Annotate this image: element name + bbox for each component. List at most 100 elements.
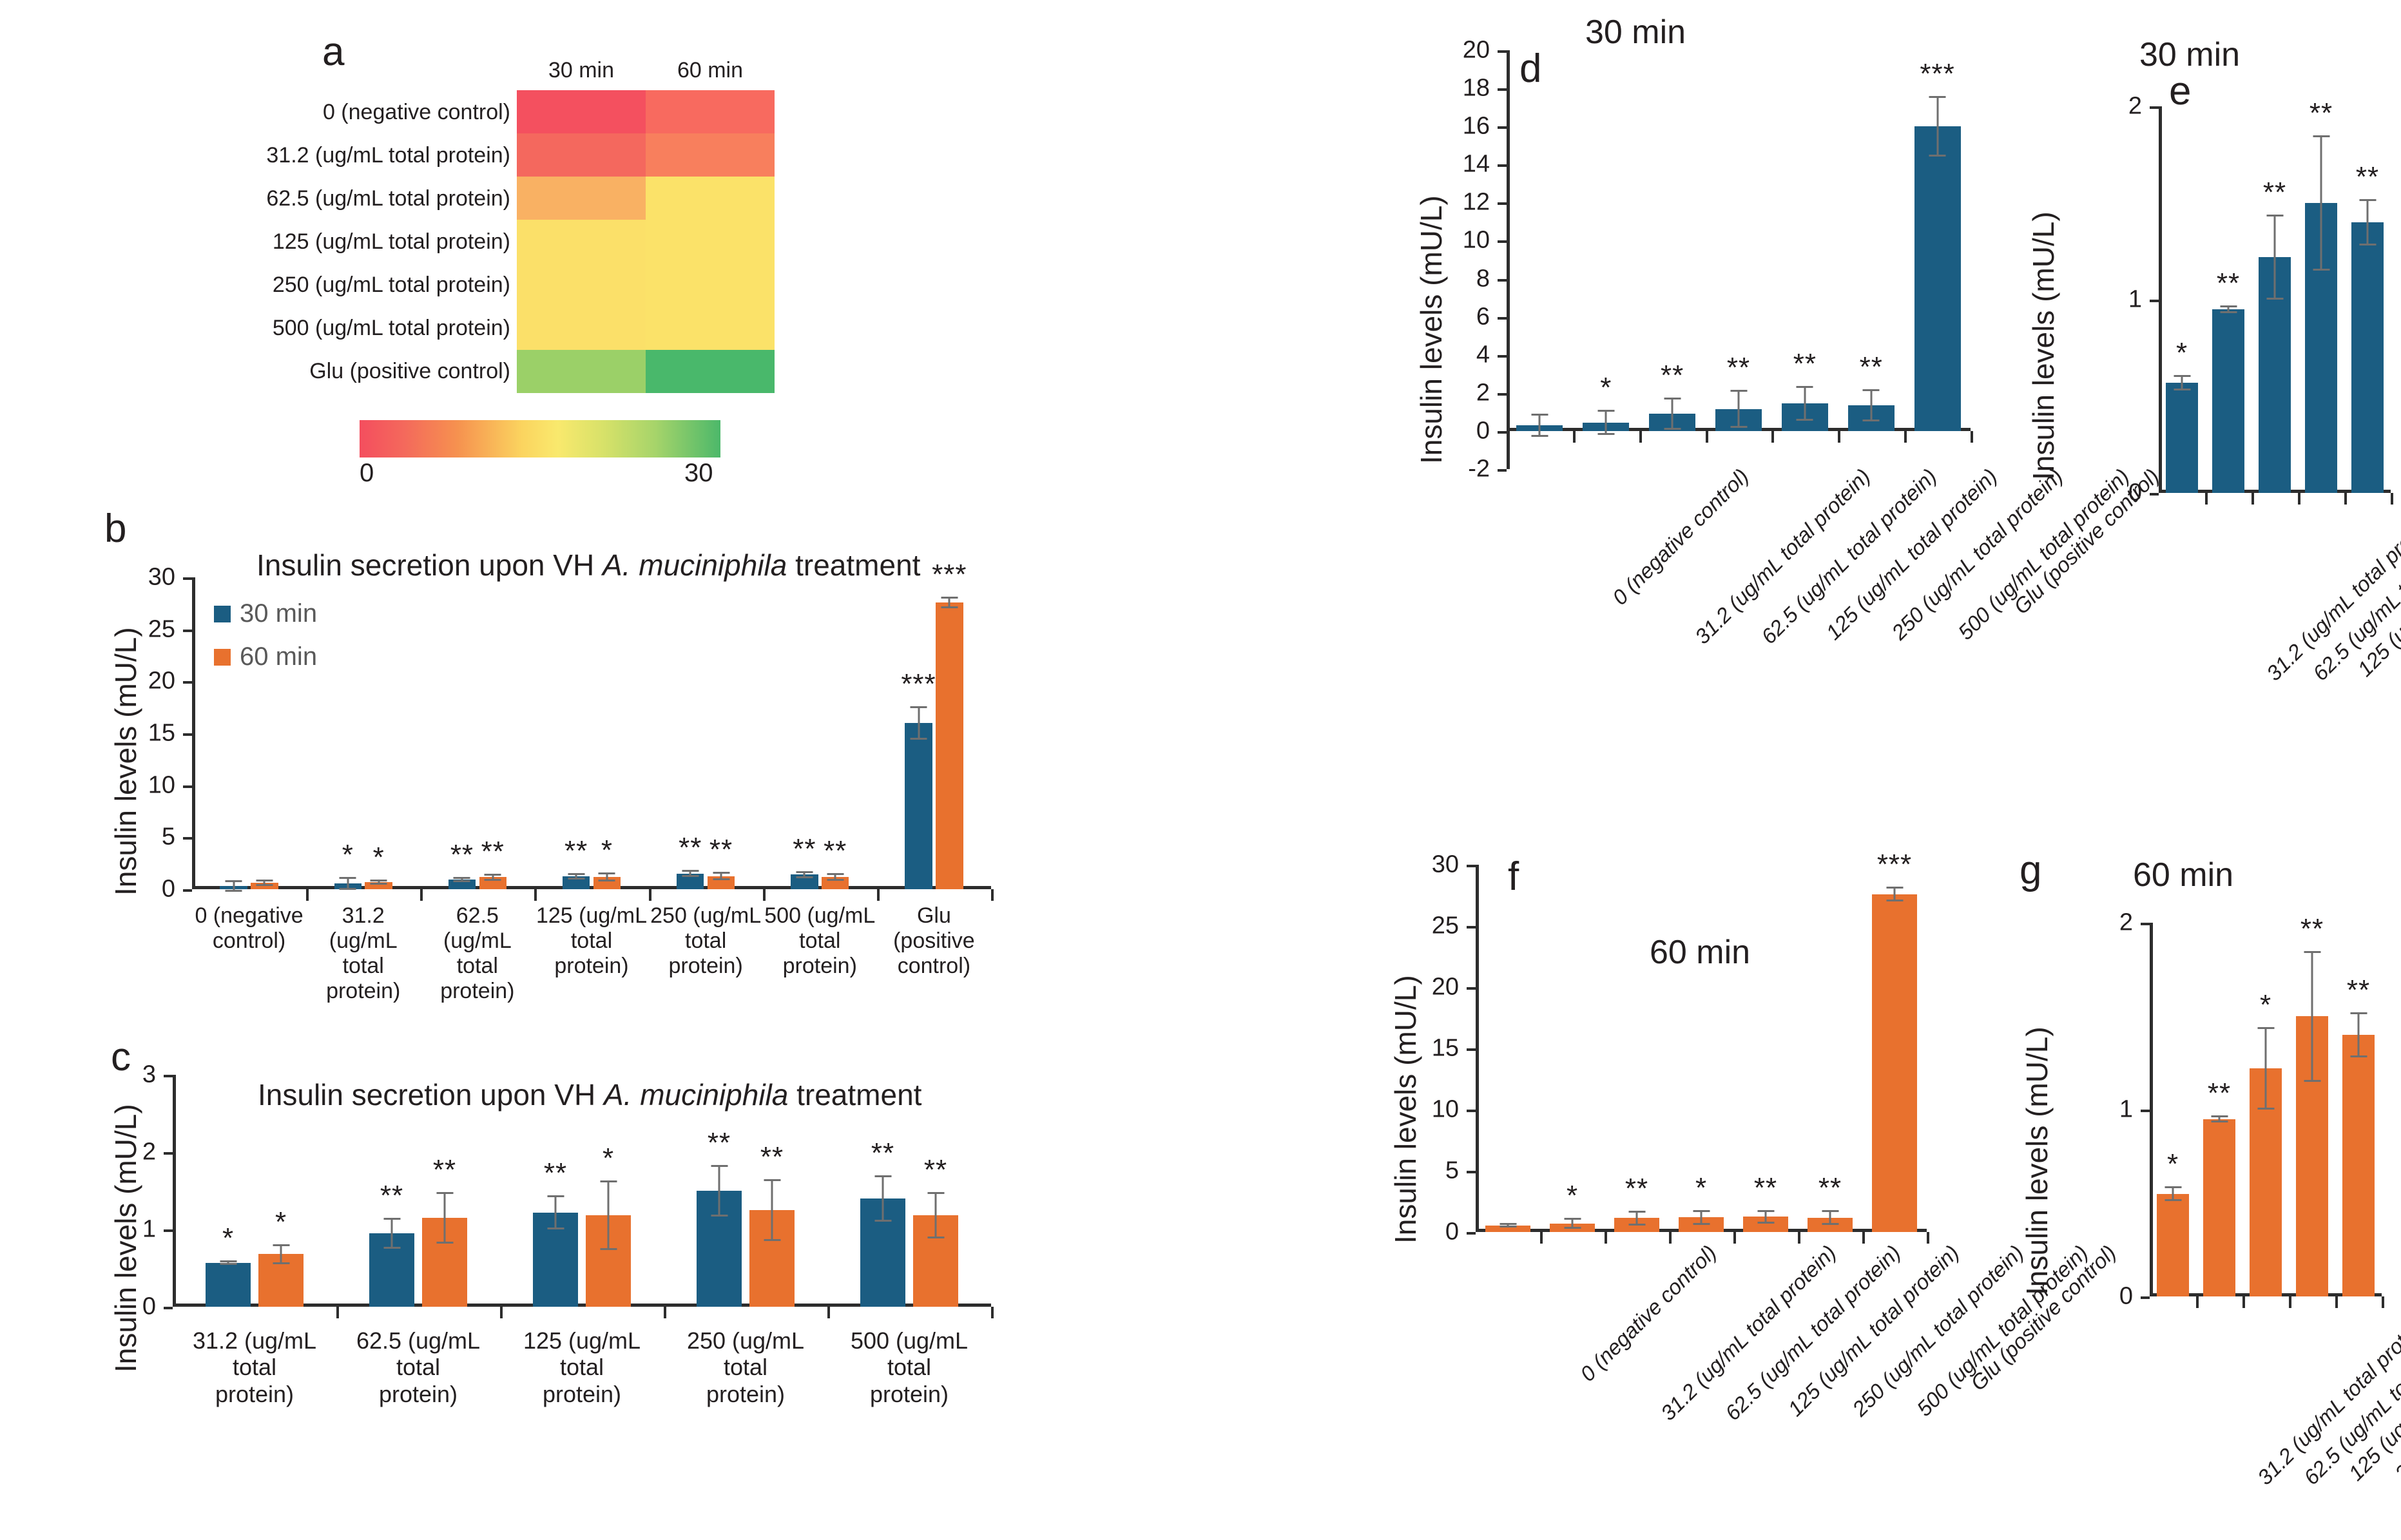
y-tick-label: 1 <box>2119 1095 2133 1123</box>
significance-marker: ** <box>1793 348 1817 380</box>
x-tick <box>1862 1232 1865 1244</box>
error-bar <box>834 872 836 881</box>
significance-marker: ** <box>760 1141 784 1173</box>
panel-b-label: b <box>104 506 127 551</box>
heatmap-cell <box>646 90 775 134</box>
significance-marker: ** <box>1726 352 1751 384</box>
panel-g-title: 60 min <box>2133 856 2234 894</box>
error-bar <box>720 872 722 881</box>
legend-label-30min: 30 min <box>240 599 318 628</box>
error-bar <box>2264 1027 2267 1110</box>
significance-marker: * <box>275 1206 287 1238</box>
error-bar <box>1870 389 1873 422</box>
y-tick <box>1498 354 1507 358</box>
heatmap-cell <box>517 220 646 264</box>
y-tick <box>1467 1110 1476 1112</box>
y-tick <box>2150 106 2159 109</box>
error-bar <box>391 1218 393 1249</box>
y-tick-label: 15 <box>148 719 175 747</box>
error-bar <box>443 1192 446 1244</box>
y-tick-label: 5 <box>161 823 175 851</box>
bar <box>791 874 818 889</box>
bar <box>251 883 278 889</box>
bar <box>2351 222 2384 493</box>
significance-marker: ** <box>543 1157 568 1189</box>
x-tick <box>1669 1232 1672 1244</box>
error-bar <box>948 596 950 608</box>
x-tick <box>1971 430 1973 443</box>
panel-c-title-post: treatment <box>788 1078 922 1112</box>
x-tick-label: 125 (ug/mL total protein) <box>523 1327 641 1407</box>
panel-g-ylabel: Insulin levels (mU/L) <box>2020 1026 2054 1295</box>
colorbar-min-label: 0 <box>360 459 374 487</box>
y-tick-label: 0 <box>2119 1282 2133 1310</box>
y-tick-label: 2 <box>2119 909 2133 936</box>
y-tick <box>1498 469 1507 472</box>
panel-b-chart: 0 5 10 15 20 25 30 * * ** ** ** * ** ** ** ** *** *** <box>148 560 994 903</box>
y-tick <box>1467 1232 1476 1235</box>
y-tick <box>164 1152 173 1155</box>
heatmap-cell <box>646 349 775 393</box>
bar <box>562 876 590 889</box>
y-tick <box>2141 923 2150 925</box>
error-bar <box>1936 95 1939 157</box>
x-tick-label: 500 (ug/mL total protein) <box>850 1327 969 1407</box>
bar <box>2342 1035 2375 1296</box>
x-tick <box>762 889 766 901</box>
significance-marker: ** <box>2207 1077 2232 1109</box>
legend-swatch-30min <box>214 605 231 622</box>
y-tick-label: 16 <box>1462 112 1490 140</box>
bar <box>2203 1119 2235 1296</box>
error-bar <box>2357 1012 2360 1057</box>
heatmap-cell <box>646 263 775 307</box>
panel-d-label: d <box>1519 46 1542 91</box>
y-tick <box>2150 493 2159 496</box>
x-tick <box>1572 430 1576 443</box>
heatmap-row-label: 250 (ug/mL total protein) <box>272 273 510 298</box>
x-tick <box>876 889 880 901</box>
significance-marker: ** <box>380 1180 404 1211</box>
y-tick <box>183 629 192 632</box>
error-bar <box>575 873 577 880</box>
y-tick-label: 0 <box>2128 479 2142 506</box>
significance-marker: ** <box>793 833 816 865</box>
panel-g: g 60 min Insulin levels (mU/L) 0 1 2 * ** * **… <box>2010 851 2401 1534</box>
heatmap-cell <box>517 133 646 177</box>
error-bar <box>606 872 608 882</box>
y-tick-label: 1 <box>2128 285 2142 313</box>
bar <box>1485 1225 1530 1232</box>
x-tick-label: 250 (ug/mL total protein) <box>686 1327 805 1407</box>
heatmap-cell <box>646 306 775 350</box>
significance-marker: * <box>372 841 385 873</box>
y-tick <box>2141 1110 2150 1112</box>
heatmap-colorbar <box>360 420 720 457</box>
y-tick-label: 2 <box>142 1138 156 1166</box>
y-tick-label: 2 <box>1476 379 1490 407</box>
error-bar <box>2227 305 2230 313</box>
x-axis <box>173 1304 991 1307</box>
y-tick-label: 30 <box>1431 851 1459 878</box>
heatmap-row-label: Glu (positive control) <box>309 359 510 384</box>
x-tick <box>2242 1296 2245 1308</box>
y-tick-label: 20 <box>1431 973 1459 1001</box>
x-tick <box>664 1307 666 1318</box>
y-tick <box>164 1229 173 1232</box>
y-tick-label: 3 <box>142 1061 156 1088</box>
significance-marker: ** <box>707 1127 731 1159</box>
panel-g-label: g <box>2020 848 2042 892</box>
panel-b-title-species: A. muciniphila <box>602 548 787 582</box>
x-tick <box>2205 493 2208 505</box>
error-bar <box>492 874 494 881</box>
y-axis <box>1476 865 1479 1232</box>
significance-marker: * <box>601 834 613 866</box>
significance-marker: * <box>1600 372 1612 404</box>
x-tick <box>420 889 423 901</box>
panel-c-title-species: A. muciniphila <box>603 1078 789 1112</box>
panel-c-chart: 0 1 2 3 * * ** ** ** * ** ** ** ** <box>142 1061 994 1320</box>
panel-e-chart: 0 1 2 * ** ** ** ** <box>2128 93 2393 506</box>
y-tick <box>1498 50 1507 53</box>
y-tick-label: 8 <box>1476 265 1490 293</box>
panel-e-ylabel: Insulin levels (mU/L) <box>2027 211 2060 480</box>
panel-b-title: Insulin secretion upon VH A. muciniphila… <box>256 548 920 582</box>
y-tick-label: 0 <box>1476 417 1490 445</box>
